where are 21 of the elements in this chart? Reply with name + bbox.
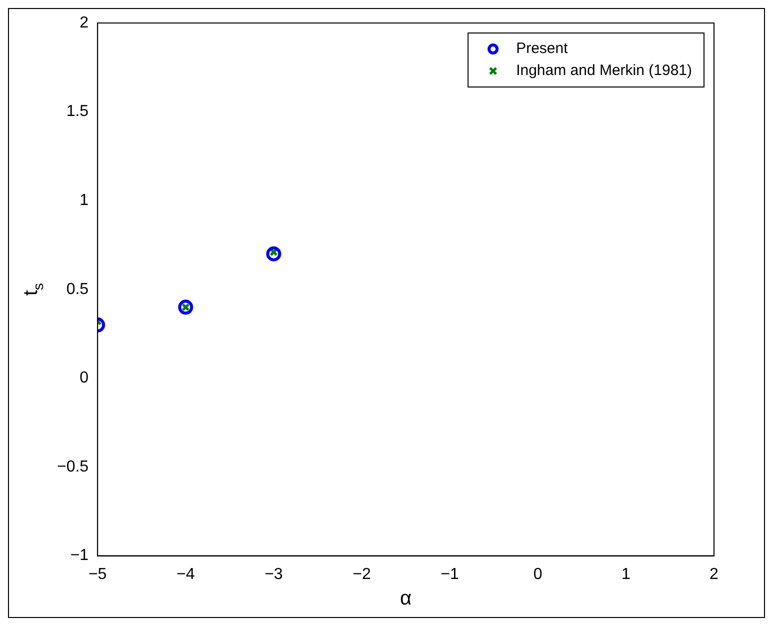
x-tick-label: 2 <box>710 566 719 583</box>
x-tick-label: −1 <box>440 566 460 583</box>
y-tick-label: 1.5 <box>66 103 89 120</box>
y-tick-label: −1 <box>70 547 89 564</box>
x-tick-label: −4 <box>176 566 195 583</box>
x-axis-title: α <box>400 588 412 610</box>
x-tick-label: 1 <box>621 566 630 583</box>
y-tick-label: 0.5 <box>66 280 89 298</box>
x-tick-label: −2 <box>352 566 371 583</box>
legend-label: Ingham and Merkin (1981) <box>516 62 692 80</box>
y-tick-label: 2 <box>80 14 89 32</box>
y-tick-label: −0.5 <box>56 458 89 476</box>
x-tick-label: −3 <box>264 566 283 583</box>
point <box>178 300 194 315</box>
legend-label: Present <box>516 40 569 58</box>
y-tick-label: 0 <box>80 370 89 387</box>
y-tick-label: 1 <box>80 192 89 210</box>
x-tick-label: −5 <box>88 566 107 583</box>
y-axis-title: ts <box>20 283 46 296</box>
point <box>266 246 282 262</box>
x-tick-label: 0 <box>533 566 542 583</box>
